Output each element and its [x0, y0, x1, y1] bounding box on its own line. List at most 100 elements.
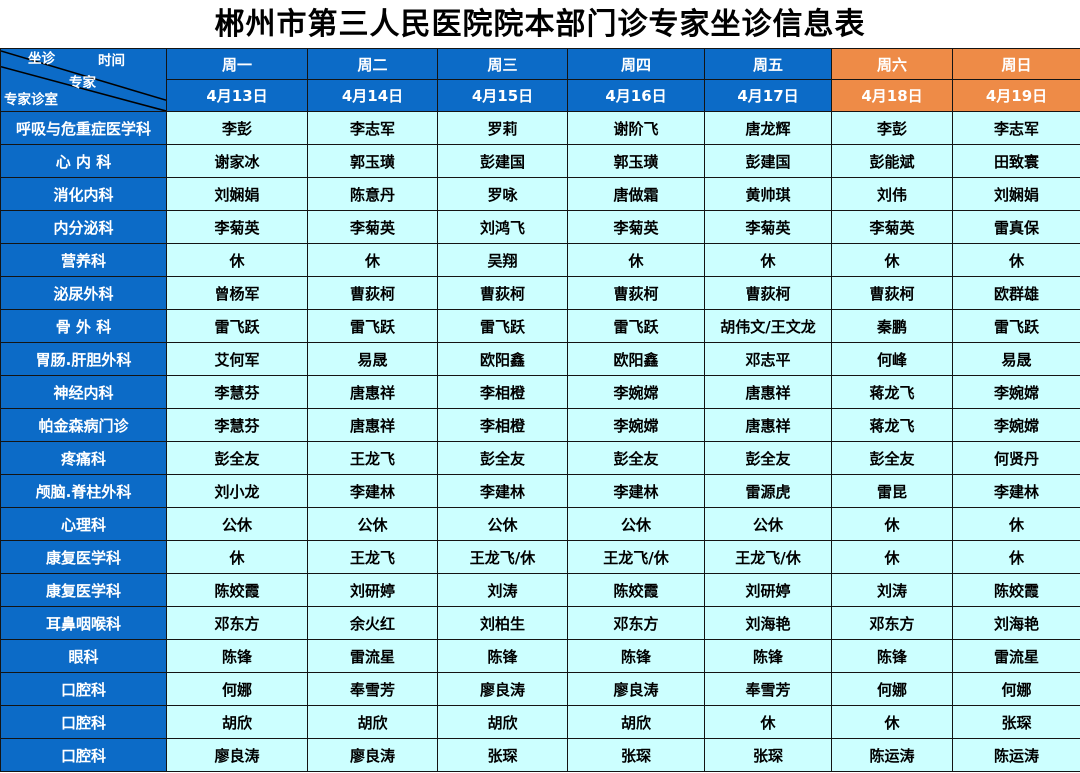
department-cell: 骨 外 科 — [0, 309, 167, 343]
schedule-cell: 李建林 — [307, 474, 438, 508]
schedule-cell: 雷源虎 — [704, 474, 832, 508]
schedule-cell: 欧阳鑫 — [437, 342, 568, 376]
date-header-4月14日: 4月14日 — [307, 79, 438, 112]
schedule-cell: 刘娴娟 — [166, 177, 308, 211]
schedule-cell: 彭能斌 — [831, 144, 953, 178]
schedule-cell: 欧阳鑫 — [567, 342, 705, 376]
schedule-cell: 陈姣霞 — [952, 573, 1080, 607]
schedule-cell: 休 — [831, 540, 953, 574]
department-cell: 眼科 — [0, 639, 167, 673]
schedule-cell: 李志军 — [307, 111, 438, 145]
schedule-cell: 唐惠祥 — [704, 375, 832, 409]
department-cell: 口腔科 — [0, 672, 167, 706]
table-row: 胃肠.肝胆外科 艾何军 易晟 欧阳鑫 欧阳鑫 邓志平 何峰 易晟 — [0, 342, 1080, 376]
schedule-cell: 邓志平 — [704, 342, 832, 376]
schedule-cell: 易晟 — [307, 342, 438, 376]
schedule-cell: 李建林 — [952, 474, 1080, 508]
schedule-cell: 奉雪芳 — [704, 672, 832, 706]
schedule-cell: 雷飞跃 — [437, 309, 568, 343]
schedule-cell: 张琛 — [437, 738, 568, 772]
schedule-cell: 刘涛 — [831, 573, 953, 607]
department-cell: 消化内科 — [0, 177, 167, 211]
department-cell: 神经内科 — [0, 375, 167, 409]
schedule-body: 呼吸与危重症医学科 李彭 李志军 罗莉 谢阶飞 唐龙辉 李彭 李志军心 内 科谢家冰 郭玉璜 彭建… — [0, 111, 1080, 772]
schedule-cell: 雷真保 — [952, 210, 1080, 244]
schedule-cell: 陈锋 — [437, 639, 568, 673]
date-header-4月19日: 4月19日 — [952, 79, 1080, 112]
schedule-cell: 李菊英 — [567, 210, 705, 244]
schedule-cell: 彭全友 — [831, 441, 953, 475]
schedule-cell: 唐龙辉 — [704, 111, 832, 145]
schedule-cell: 吴翔 — [437, 243, 568, 277]
schedule-cell: 胡欣 — [307, 705, 438, 739]
schedule-cell: 刘伟 — [831, 177, 953, 211]
date-header-4月18日: 4月18日 — [831, 79, 953, 112]
schedule-cell: 张琛 — [952, 705, 1080, 739]
schedule-cell: 李婉嫦 — [567, 408, 705, 442]
schedule-cell: 刘海艳 — [704, 606, 832, 640]
schedule-cell: 何娜 — [831, 672, 953, 706]
schedule-cell: 曹荻柯 — [307, 276, 438, 310]
schedule-cell: 艾何军 — [166, 342, 308, 376]
schedule-cell: 休 — [166, 540, 308, 574]
department-cell: 心理科 — [0, 507, 167, 541]
page-title: 郴州市第三人民医院院本部门诊专家坐诊信息表 — [214, 7, 866, 42]
schedule-cell: 何贤丹 — [952, 441, 1080, 475]
table-row: 颅脑.脊柱外科 刘小龙 李建林 李建林 李建林 雷源虎 雷昆 李建林 — [0, 474, 1080, 508]
schedule-cell: 李慧芬 — [166, 375, 308, 409]
schedule-cell: 廖良涛 — [437, 672, 568, 706]
table-row: 疼痛科 彭全友 王龙飞 彭全友 彭全友 彭全友 彭全友 何贤丹 — [0, 441, 1080, 475]
diagonal-lines-icon — [1, 50, 166, 111]
schedule-cell: 廖良涛 — [307, 738, 438, 772]
schedule-cell: 雷飞跃 — [307, 309, 438, 343]
date-header-4月13日: 4月13日 — [166, 79, 308, 112]
department-cell: 口腔科 — [0, 738, 167, 772]
schedule-cell: 余火红 — [307, 606, 438, 640]
schedule-cell: 雷飞跃 — [166, 309, 308, 343]
schedule-cell: 何娜 — [166, 672, 308, 706]
schedule-cell: 李菊英 — [704, 210, 832, 244]
schedule-cell: 李相橙 — [437, 375, 568, 409]
department-cell: 颅脑.脊柱外科 — [0, 474, 167, 508]
weekday-header-周二: 周二 — [307, 48, 438, 80]
table-row: 心 内 科谢家冰 郭玉璜 彭建国 郭玉璜 彭建国 彭能斌 田致寰 — [0, 144, 1080, 178]
schedule-cell: 陈运涛 — [831, 738, 953, 772]
schedule-table: 坐诊 时间 专家 专家诊室 周一 周二 周三 周四 周五 周六 周日 4月13日 4月14日 4… — [0, 48, 1080, 772]
schedule-cell: 唐做霜 — [567, 177, 705, 211]
schedule-cell: 雷昆 — [831, 474, 953, 508]
schedule-cell: 休 — [952, 540, 1080, 574]
schedule-cell: 李彭 — [831, 111, 953, 145]
schedule-cell: 胡欣 — [437, 705, 568, 739]
schedule-cell: 休 — [831, 507, 953, 541]
table-row: 口腔科 廖良涛 廖良涛 张琛 张琛 张琛 陈运涛 陈运涛 — [0, 738, 1080, 772]
schedule-cell: 曹荻柯 — [831, 276, 953, 310]
schedule-cell: 罗咏 — [437, 177, 568, 211]
schedule-cell: 黄帅琪 — [704, 177, 832, 211]
weekday-header-周六: 周六 — [831, 48, 953, 80]
schedule-cell: 欧群雄 — [952, 276, 1080, 310]
table-row: 康复医学科休王龙飞 王龙飞/休 王龙飞/休 王龙飞/休休休 — [0, 540, 1080, 574]
schedule-cell: 邓东方 — [166, 606, 308, 640]
corner-label-zhuanjia: 专家 — [69, 75, 96, 91]
schedule-cell: 李彭 — [166, 111, 308, 145]
schedule-cell: 李慧芬 — [166, 408, 308, 442]
schedule-cell: 李建林 — [437, 474, 568, 508]
table-row: 内分泌科 李菊英 李菊英 刘鸿飞 李菊英 李菊英 李菊英 雷真保 — [0, 210, 1080, 244]
table-row: 帕金森病门诊 李慧芬 唐惠祥 李相橙 李婉嫦 唐惠祥 蒋龙飞 李婉嫦 — [0, 408, 1080, 442]
schedule-cell: 何娜 — [952, 672, 1080, 706]
schedule-cell: 休 — [831, 705, 953, 739]
schedule-cell: 胡欣 — [567, 705, 705, 739]
table-row: 口腔科 何娜 奉雪芳 廖良涛 廖良涛 奉雪芳 何娜 何娜 — [0, 672, 1080, 706]
schedule-cell: 刘娴娟 — [952, 177, 1080, 211]
department-cell: 口腔科 — [0, 705, 167, 739]
table-row: 神经内科 李慧芬 唐惠祥 李相橙 李婉嫦 唐惠祥 蒋龙飞 李婉嫦 — [0, 375, 1080, 409]
weekday-header-周三: 周三 — [437, 48, 568, 80]
schedule-cell: 罗莉 — [437, 111, 568, 145]
schedule-cell: 彭建国 — [437, 144, 568, 178]
schedule-cell: 蒋龙飞 — [831, 375, 953, 409]
schedule-cell: 蒋龙飞 — [831, 408, 953, 442]
schedule-cell: 陈运涛 — [952, 738, 1080, 772]
schedule-cell: 李婉嫦 — [952, 375, 1080, 409]
weekday-header-row: 坐诊 时间 专家 专家诊室 周一 周二 周三 周四 周五 周六 周日 — [0, 48, 1080, 112]
schedule-cell: 陈锋 — [166, 639, 308, 673]
